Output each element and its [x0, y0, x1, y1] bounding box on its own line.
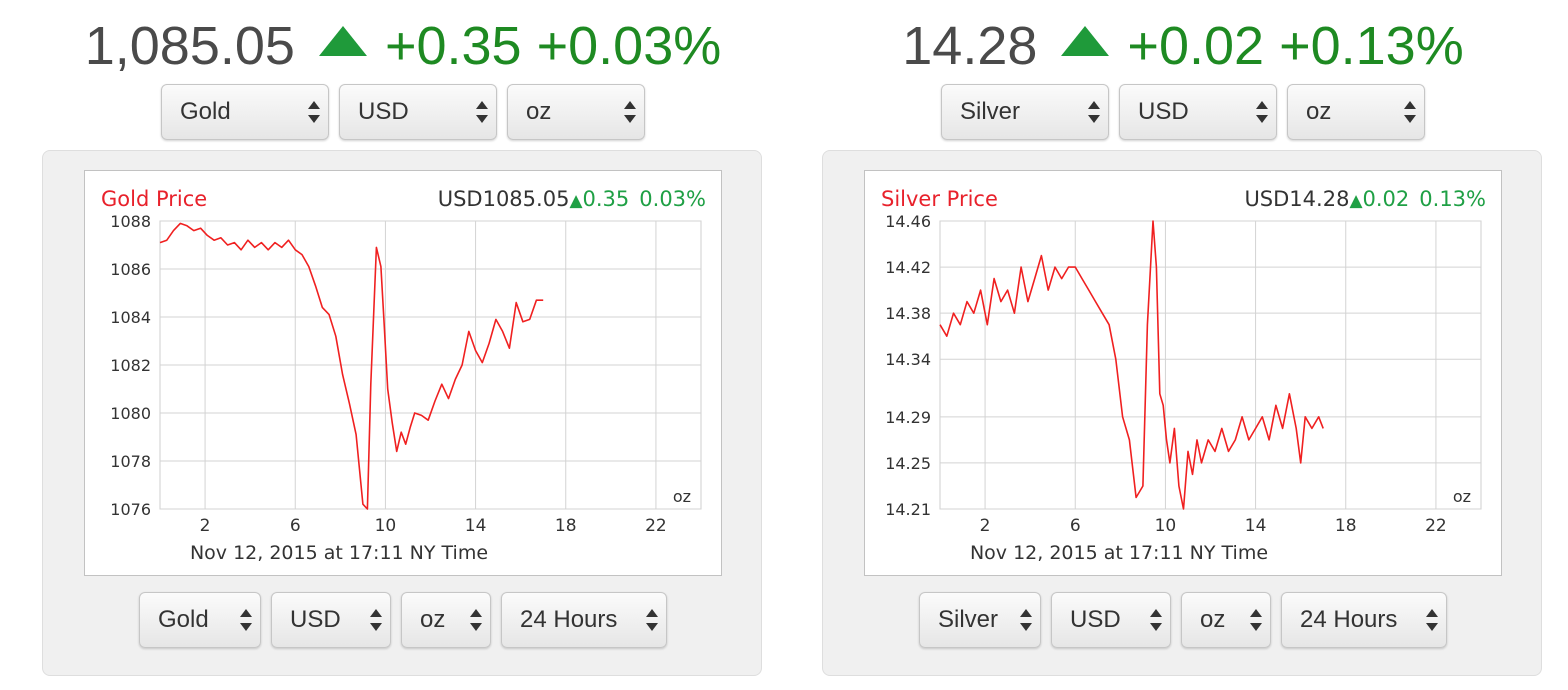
y-tick-label: 1082 — [110, 356, 151, 375]
price-series-line — [939, 220, 1324, 510]
y-tick-label: 1080 — [110, 404, 151, 423]
price-series-line — [159, 222, 544, 510]
x-tick-label: 6 — [290, 516, 301, 536]
quote-change: 0.35 — [583, 187, 630, 211]
usd-select[interactable]: USD — [1051, 592, 1171, 648]
gold-price-chart: 2 6 10 14 18 22 1076 1078 1080 1082 1084 1086 1088 Go… — [84, 170, 722, 576]
select-value: USD — [290, 606, 341, 633]
y-tick-label: 1076 — [110, 500, 151, 519]
x-tick-label: 22 — [645, 516, 667, 536]
x-tick-label: 22 — [1425, 516, 1447, 536]
y-tick-label: 14.29 — [885, 408, 931, 427]
quote-change: 0.02 — [1363, 187, 1410, 211]
y-tick-label: 1088 — [110, 212, 151, 231]
y-tick-label: 1078 — [110, 452, 151, 471]
chart-quote: USD1085.05▲0.35 0.03% — [438, 187, 706, 211]
silver-select[interactable]: Silver — [919, 592, 1041, 648]
quote-percent: 0.13% — [1419, 187, 1486, 211]
headline-change: +0.35 — [384, 16, 522, 76]
select-value: Gold — [180, 98, 231, 125]
select-value: oz — [1200, 606, 1226, 633]
oz-select[interactable]: oz — [1181, 592, 1271, 648]
unit-label: oz — [1453, 487, 1471, 506]
price-headline: 14.28 +0.02 +0.13% — [822, 10, 1544, 82]
usd-select[interactable]: USD — [1119, 84, 1277, 140]
silver-price-chart: 2 6 10 14 18 22 14.21 14.25 14.29 14.34 14.38 14.42… — [864, 170, 1502, 576]
select-value: USD — [1138, 98, 1189, 125]
plot-area — [939, 220, 1482, 510]
usd-select[interactable]: USD — [271, 592, 391, 648]
headline-percent: +0.03% — [536, 16, 722, 76]
select-value: Silver — [938, 606, 999, 633]
quote-price: USD14.28 — [1244, 187, 1349, 211]
y-tick-label: 14.25 — [885, 454, 931, 473]
select-value: 24 Hours — [1300, 606, 1398, 633]
x-tick-label: 6 — [1070, 516, 1081, 536]
y-tick-label: 14.38 — [885, 304, 931, 323]
triangle-up-icon — [318, 26, 367, 56]
chart-footer-timestamp: Nov 12, 2015 at 17:11 NY Time — [970, 542, 1268, 564]
silver-select[interactable]: Silver — [941, 84, 1109, 140]
x-tick-label: 10 — [375, 516, 397, 536]
quote-price: USD1085.05 — [438, 187, 570, 211]
x-tick-label: 2 — [980, 516, 991, 536]
chart-svg: 2 6 10 14 18 22 1076 1078 1080 1082 1084 1086 1088Go… — [101, 187, 706, 564]
x-tick-label: 14 — [465, 516, 487, 536]
x-tick-label: 10 — [1155, 516, 1177, 536]
bottom-select-row: Silver USD oz 24 Hours — [822, 592, 1544, 648]
price-headline: 1,085.05 +0.35 +0.03% — [42, 10, 764, 82]
select-value: oz — [1306, 98, 1332, 125]
top-select-row: Silver USD oz — [822, 84, 1544, 140]
headline-price: 14.28 — [902, 16, 1038, 76]
select-value: 24 Hours — [520, 606, 618, 633]
x-tick-label: 18 — [555, 516, 577, 536]
top-select-row: Gold USD oz — [42, 84, 764, 140]
chart-title: Gold Price — [101, 187, 207, 211]
select-value: oz — [526, 98, 552, 125]
y-tick-label: 14.42 — [885, 258, 931, 277]
quote-percent: 0.03% — [639, 187, 706, 211]
select-value: Silver — [960, 98, 1021, 125]
24-hours-select[interactable]: 24 Hours — [501, 592, 667, 648]
headline-percent: +0.13% — [1279, 16, 1464, 76]
quote-up-arrow-icon: ▲ — [1349, 191, 1363, 211]
chart-svg: 2 6 10 14 18 22 14.21 14.25 14.29 14.34 14.38 14.42… — [881, 187, 1486, 564]
oz-select[interactable]: oz — [401, 592, 491, 648]
select-value: USD — [1070, 606, 1121, 633]
bottom-select-row: Gold USD oz 24 Hours — [42, 592, 764, 648]
chart-quote: USD14.28▲0.02 0.13% — [1244, 187, 1486, 211]
gold-select[interactable]: Gold — [161, 84, 329, 140]
24-hours-select[interactable]: 24 Hours — [1281, 592, 1447, 648]
triangle-up-icon — [1061, 26, 1110, 56]
oz-select[interactable]: oz — [507, 84, 645, 140]
y-tick-label: 14.21 — [885, 500, 931, 519]
quote-up-arrow-icon: ▲ — [569, 191, 583, 211]
select-value: oz — [420, 606, 446, 633]
x-tick-label: 18 — [1335, 516, 1357, 536]
chart-footer-timestamp: Nov 12, 2015 at 17:11 NY Time — [190, 542, 488, 564]
unit-label: oz — [673, 487, 691, 506]
x-tick-label: 14 — [1245, 516, 1267, 536]
y-tick-label: 14.34 — [885, 350, 931, 369]
y-tick-label: 1086 — [110, 260, 151, 279]
oz-select[interactable]: oz — [1287, 84, 1425, 140]
select-value: Gold — [158, 606, 209, 633]
headline-change: +0.02 — [1127, 16, 1265, 76]
usd-select[interactable]: USD — [339, 84, 497, 140]
y-tick-label: 14.46 — [885, 212, 931, 231]
select-value: USD — [358, 98, 409, 125]
x-tick-label: 2 — [200, 516, 211, 536]
chart-title: Silver Price — [881, 187, 998, 211]
gold-select[interactable]: Gold — [139, 592, 261, 648]
y-tick-label: 1084 — [110, 308, 151, 327]
headline-price: 1,085.05 — [84, 16, 295, 76]
